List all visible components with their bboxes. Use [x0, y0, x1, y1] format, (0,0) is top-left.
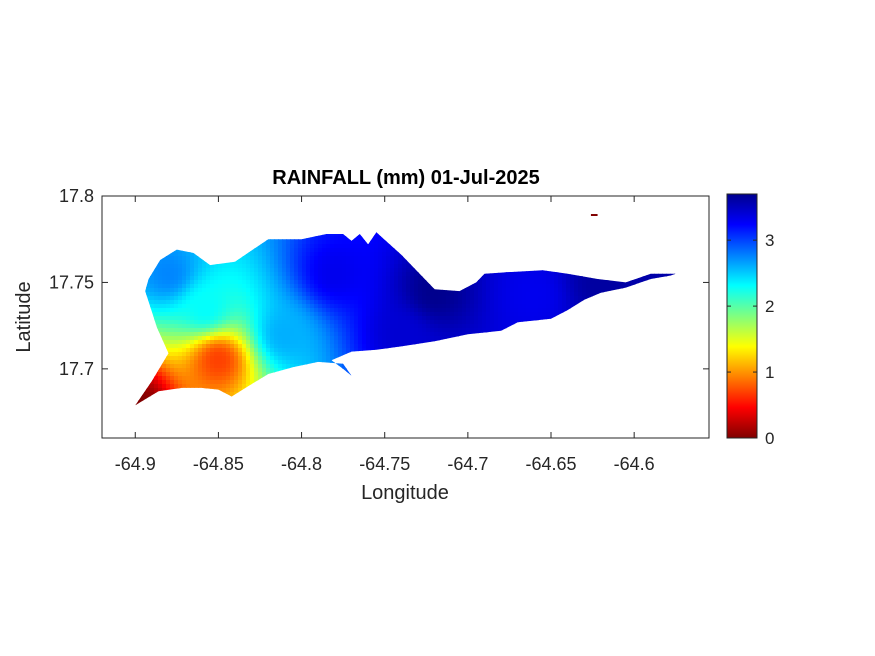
x-tick-label: -64.7 [447, 454, 488, 474]
x-axis-label: Longitude [361, 482, 449, 504]
colorbar-tick-label: 2 [765, 297, 774, 316]
x-tick-label: -64.6 [614, 454, 655, 474]
x-axis-ticks: -64.9 -64.85 -64.8 -64.75 -64.7 -64.65 -64.6 [115, 196, 655, 474]
y-tick-label: 17.75 [49, 272, 94, 292]
chart-title: RAINFALL (mm) 01-Jul-2025 [272, 167, 539, 189]
y-axis-ticks: 17.7 17.75 17.8 [49, 186, 709, 379]
x-tick-label: -64.8 [281, 454, 322, 474]
x-tick-label: -64.9 [115, 454, 156, 474]
colorbar-tick-label: 0 [765, 429, 774, 448]
colorbar [726, 193, 758, 439]
x-tick-label: -64.65 [525, 454, 576, 474]
x-tick-label: -64.75 [359, 454, 410, 474]
colorbar-tick-label: 1 [765, 363, 774, 382]
y-axis-label: Latitude [13, 281, 35, 352]
colorbar-ticks: 0 1 2 3 [727, 231, 774, 448]
y-tick-label: 17.7 [59, 359, 94, 379]
plot-axes-frame [101, 195, 710, 439]
x-tick-label: -64.85 [193, 454, 244, 474]
y-tick-label: 17.8 [59, 186, 94, 206]
colorbar-tick-label: 3 [765, 231, 774, 250]
